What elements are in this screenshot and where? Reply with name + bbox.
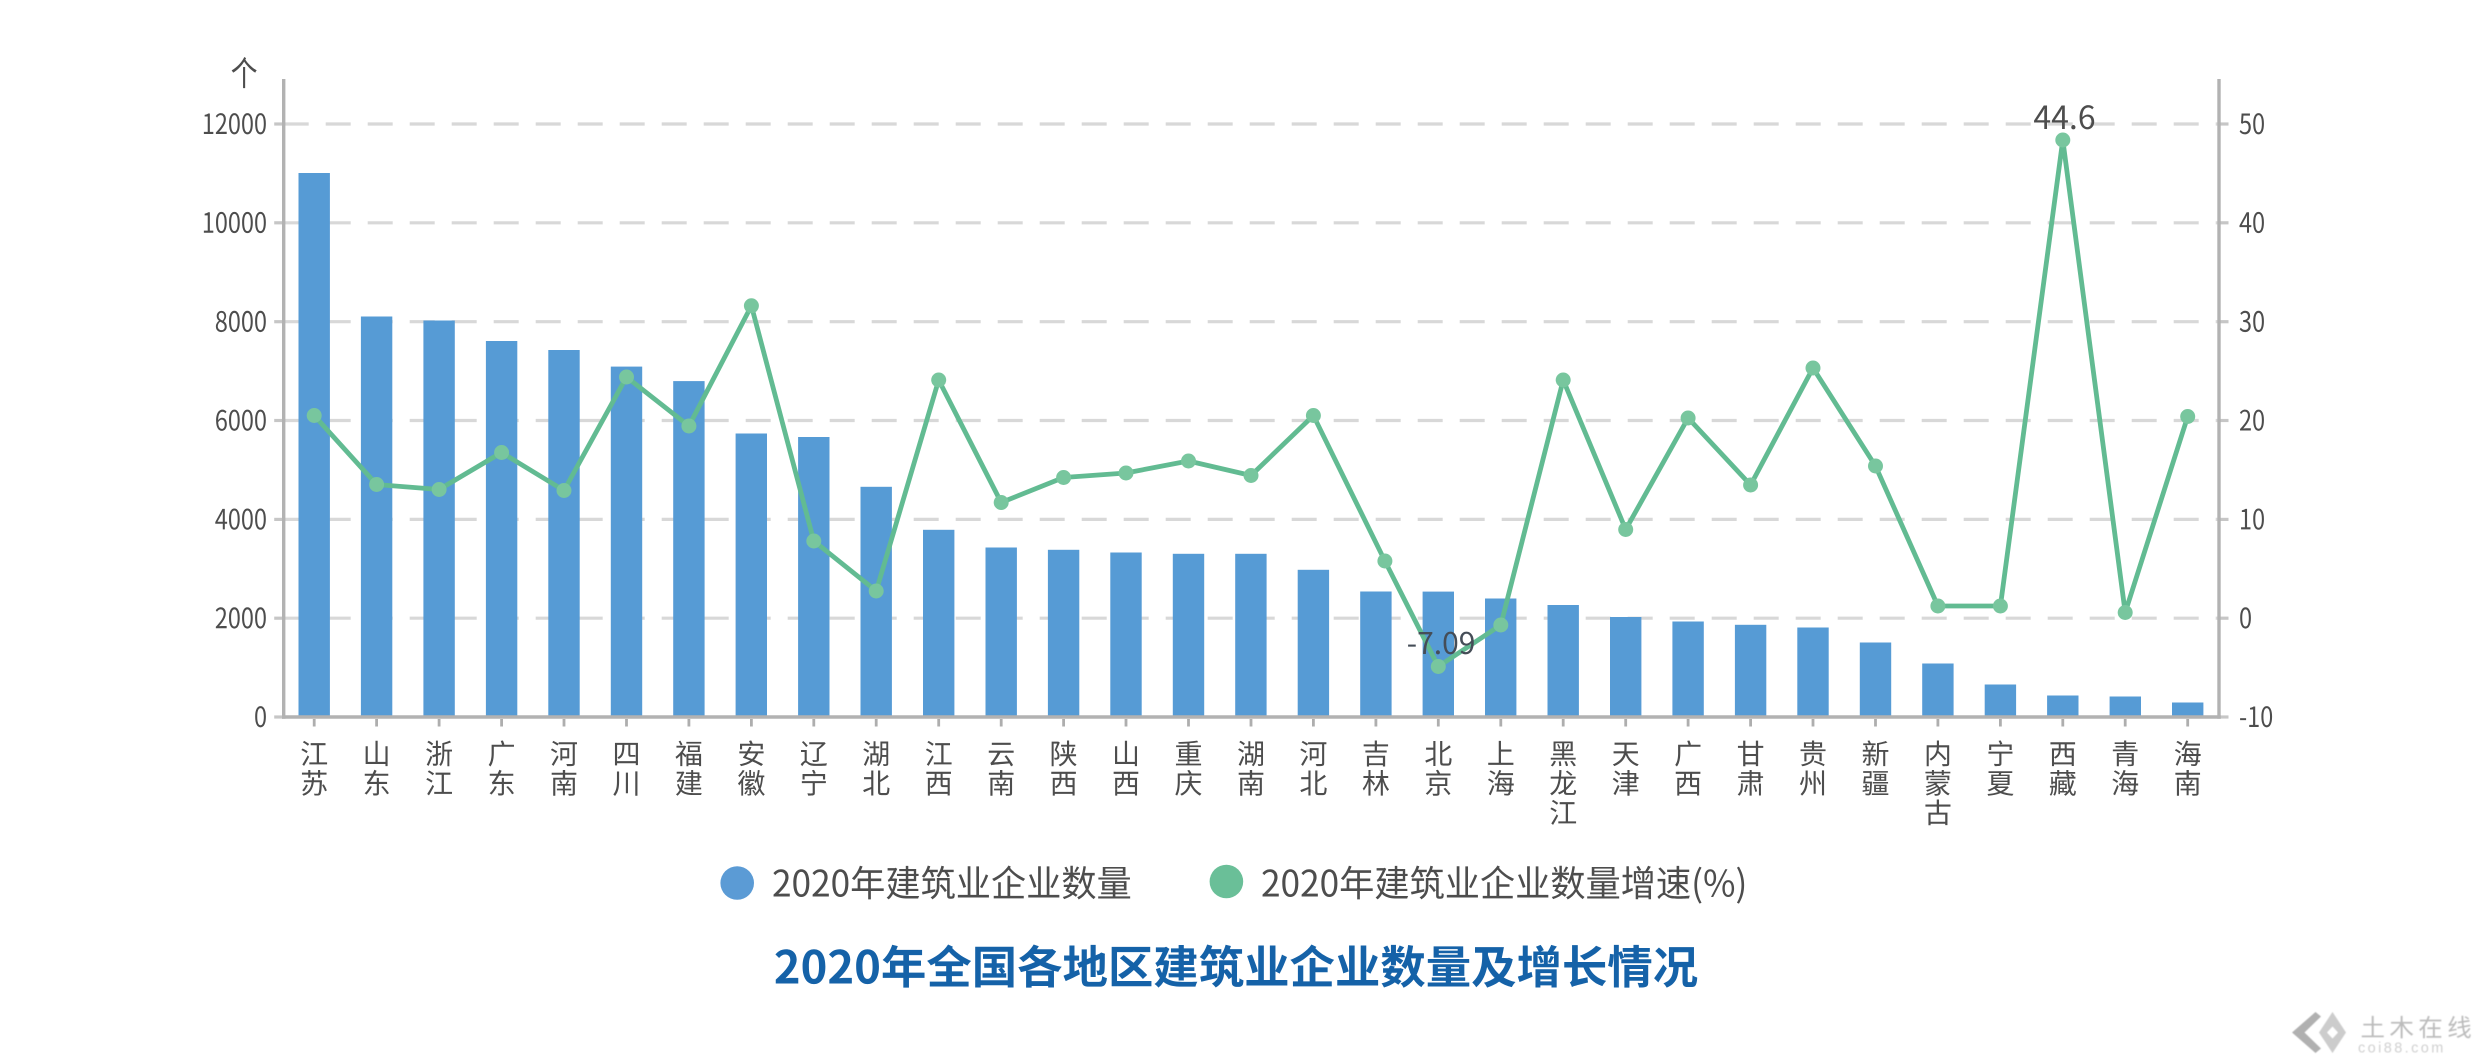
svg-text:coi88.com: coi88.com bbox=[2358, 1041, 2446, 1057]
